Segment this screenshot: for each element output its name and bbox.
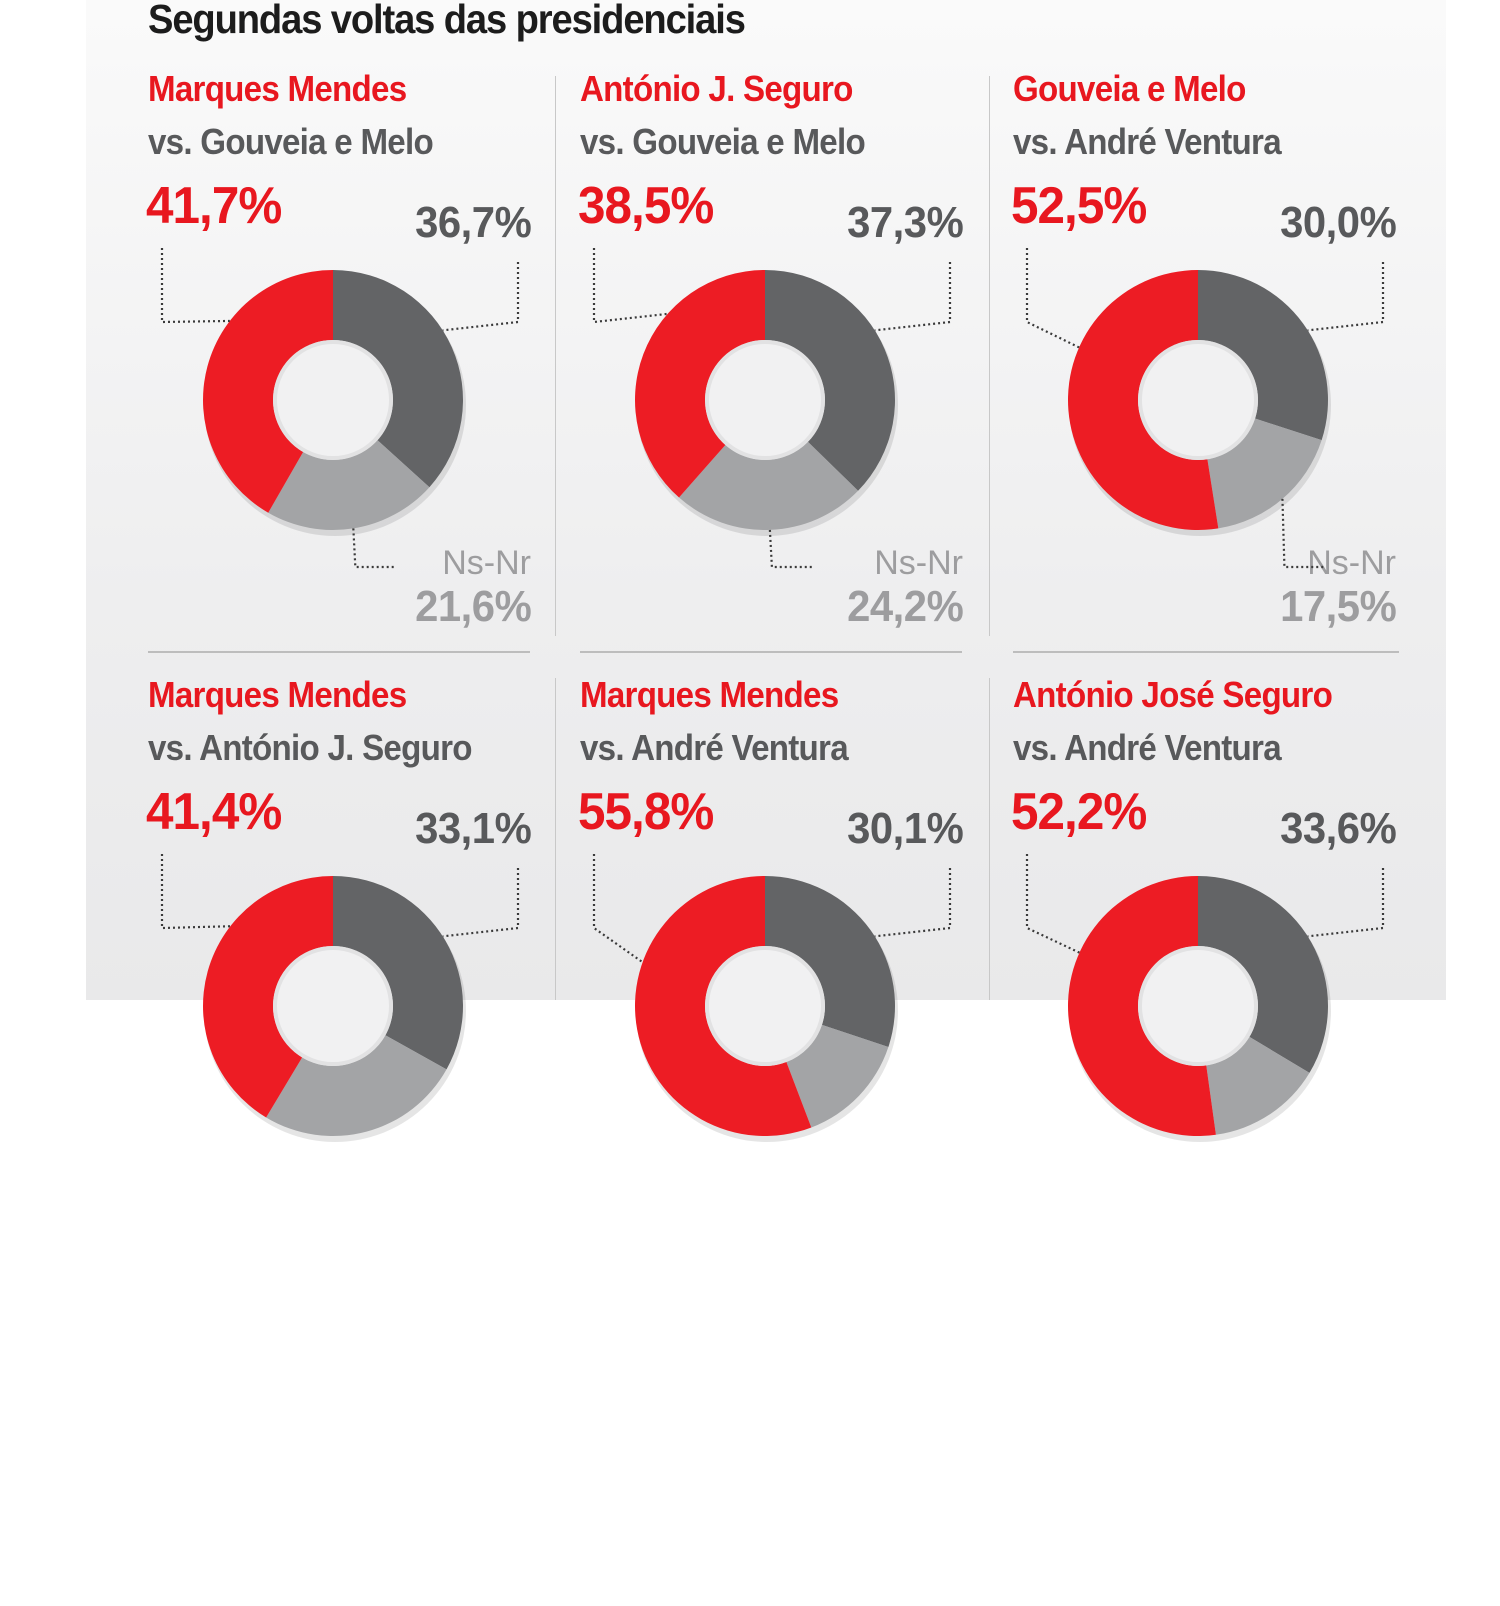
candidate-percent-label: 52,5% bbox=[1011, 177, 1147, 235]
row-divider bbox=[1013, 651, 1399, 653]
candidate-percent-label: 55,8% bbox=[578, 783, 714, 841]
column-divider bbox=[555, 76, 556, 636]
opponent-percent-label: 33,6% bbox=[1279, 804, 1397, 853]
donut-chart bbox=[160, 854, 520, 1142]
undecided-label: Ns-Nr bbox=[1307, 544, 1396, 582]
opponent-leader-line bbox=[1307, 262, 1385, 332]
matchup-card: Gouveia e Melo vs. André Ventura 52,5% 3… bbox=[1011, 0, 1413, 631]
opponent-leader-line bbox=[442, 868, 520, 938]
matchup-card: Marques Mendes vs. António J. Seguro 41,… bbox=[146, 606, 548, 1206]
opponent-name: vs. André Ventura bbox=[1013, 121, 1282, 162]
candidate-leader-line bbox=[160, 854, 231, 930]
donut-hole-shade bbox=[273, 340, 393, 460]
matchup-card: Marques Mendes vs. André Ventura 55,8% 3… bbox=[578, 606, 980, 1206]
undecided-percent-label: 21,6% bbox=[414, 582, 532, 631]
donut-hole bbox=[273, 340, 393, 460]
donut-chart bbox=[592, 248, 952, 569]
candidate-leader-line bbox=[592, 854, 644, 964]
opponent-percent-label: 33,1% bbox=[414, 804, 532, 853]
candidate-name: António José Seguro bbox=[1013, 674, 1333, 715]
donut-hole-shade bbox=[1138, 340, 1258, 460]
matchup-card: António José Seguro vs. André Ventura 52… bbox=[1011, 606, 1413, 1206]
donut-slice-candidate bbox=[203, 270, 333, 513]
undecided-percent-label: 17,5% bbox=[1279, 582, 1397, 631]
opponent-leader-line bbox=[1307, 868, 1385, 938]
donut-slice-undecided bbox=[1207, 418, 1322, 529]
opponent-name: vs. André Ventura bbox=[580, 727, 849, 768]
column-divider bbox=[989, 678, 990, 1000]
donut-chart bbox=[1025, 248, 1385, 569]
donut-hole bbox=[705, 340, 825, 460]
row-divider bbox=[580, 651, 962, 653]
opponent-leader-line bbox=[874, 262, 952, 332]
undecided-leader-line bbox=[1281, 498, 1325, 569]
donut-slice-candidate bbox=[1068, 270, 1219, 530]
donut-slice-opponent bbox=[765, 270, 895, 491]
opponent-percent-label: 37,3% bbox=[846, 198, 964, 247]
donut-chart bbox=[160, 248, 520, 569]
opponent-name: vs. André Ventura bbox=[1013, 727, 1282, 768]
candidate-percent-label: 38,5% bbox=[578, 177, 714, 235]
undecided-label: Ns-Nr bbox=[874, 544, 963, 582]
column-divider bbox=[555, 678, 556, 1000]
opponent-name: vs. António J. Seguro bbox=[148, 727, 472, 768]
candidate-name: Marques Mendes bbox=[148, 68, 407, 109]
opponent-percent-label: 36,7% bbox=[414, 198, 532, 247]
donut-hole-shade bbox=[705, 340, 825, 460]
row-divider bbox=[148, 651, 530, 653]
candidate-name: António J. Seguro bbox=[580, 68, 853, 109]
candidate-leader-line bbox=[1025, 248, 1080, 349]
opponent-percent-label: 30,1% bbox=[846, 804, 964, 853]
candidate-name: Marques Mendes bbox=[148, 674, 407, 715]
donut-slice-candidate bbox=[635, 270, 765, 498]
donut-hole bbox=[1138, 340, 1258, 460]
opponent-name: vs. Gouveia e Melo bbox=[580, 121, 866, 162]
undecided-label: Ns-Nr bbox=[442, 544, 531, 582]
candidate-leader-line bbox=[592, 248, 668, 324]
column-divider bbox=[989, 76, 990, 636]
candidate-percent-label: 41,7% bbox=[146, 177, 282, 235]
matchup-card: Marques Mendes vs. Gouveia e Melo 41,7% … bbox=[146, 0, 548, 631]
candidate-name: Marques Mendes bbox=[580, 674, 839, 715]
opponent-leader-line bbox=[442, 262, 520, 332]
candidate-leader-line bbox=[160, 248, 230, 324]
donut-slice-opponent bbox=[1198, 270, 1328, 441]
candidate-percent-label: 52,2% bbox=[1011, 783, 1147, 841]
opponent-leader-line bbox=[874, 868, 952, 938]
opponent-percent-label: 30,0% bbox=[1279, 198, 1397, 247]
donut-slice-opponent bbox=[333, 270, 463, 488]
opponent-name: vs. Gouveia e Melo bbox=[148, 121, 434, 162]
undecided-percent-label: 24,2% bbox=[846, 582, 964, 631]
candidate-percent-label: 41,4% bbox=[146, 783, 282, 841]
candidate-leader-line bbox=[1025, 854, 1080, 954]
page-title: Segundas voltas das presidenciais bbox=[148, 0, 746, 42]
donut-chart bbox=[1025, 854, 1385, 1142]
undecided-leader-line bbox=[352, 528, 396, 569]
donut-chart bbox=[592, 854, 952, 1142]
donut-slice-undecided bbox=[679, 441, 859, 530]
donut-slice-undecided bbox=[268, 440, 430, 530]
candidate-name: Gouveia e Melo bbox=[1013, 68, 1246, 109]
matchup-card: António J. Seguro vs. Gouveia e Melo 38,… bbox=[578, 0, 980, 631]
